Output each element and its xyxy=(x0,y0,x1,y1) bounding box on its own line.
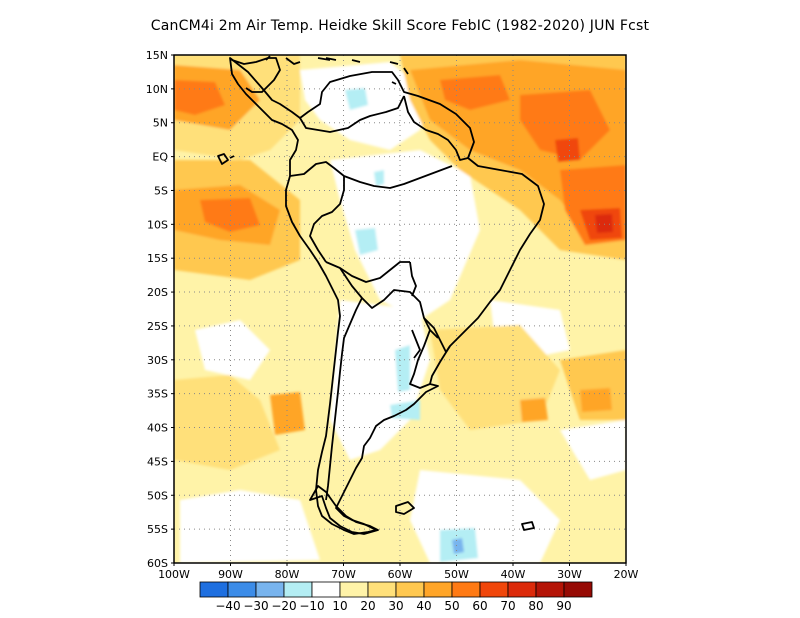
lat-tick-label: 10N xyxy=(146,83,168,96)
lat-tick-label: 5S xyxy=(154,184,168,197)
colorbar-swatch xyxy=(451,581,481,598)
colorbar-label: 40 xyxy=(416,599,431,613)
graticule xyxy=(174,55,626,563)
colorbar: −40 −30 −20 −10 10 20 30 40 50 60 70 80 90 xyxy=(199,581,593,613)
colorbar-label: −40 xyxy=(215,599,240,613)
colorbar-label: 10 xyxy=(332,599,347,613)
lon-tick-label: 60W xyxy=(388,568,413,581)
colorbar-label: 80 xyxy=(528,599,543,613)
lat-tick-label: 5N xyxy=(153,117,168,130)
lat-tick-label: 20S xyxy=(147,286,168,299)
lon-tick-label: 20W xyxy=(614,568,639,581)
colorbar-label: 30 xyxy=(388,599,403,613)
lat-tick-label: 10S xyxy=(147,218,168,231)
colorbar-swatch xyxy=(199,581,229,598)
colorbar-label: 20 xyxy=(360,599,375,613)
colorbar-swatch xyxy=(255,581,285,598)
skill-field xyxy=(174,55,626,563)
lat-tick-label: 55S xyxy=(147,523,168,536)
colorbar-label: 60 xyxy=(472,599,487,613)
colorbar-swatch xyxy=(535,581,565,598)
lat-tick-label: 45S xyxy=(147,455,168,468)
colorbar-label: 70 xyxy=(500,599,515,613)
colorbar-swatch xyxy=(311,581,341,598)
lat-tick-label: 50S xyxy=(147,489,168,502)
lon-tick-label: 100W xyxy=(158,568,190,581)
lat-tick-label: 60S xyxy=(147,557,168,570)
lat-tick-label: 25S xyxy=(147,320,168,333)
lat-tick-label: 30S xyxy=(147,354,168,367)
colorbar-swatch xyxy=(507,581,537,598)
colorbar-swatch xyxy=(339,581,369,598)
lon-tick-label: 40W xyxy=(501,568,526,581)
lat-tick-label: 40S xyxy=(147,422,168,435)
colorbar-swatch xyxy=(423,581,453,598)
lat-tick-label: EQ xyxy=(152,151,168,164)
colorbar-label: 90 xyxy=(556,599,571,613)
coastlines xyxy=(217,55,545,535)
colorbar-swatch xyxy=(367,581,397,598)
lon-tick-label: 90W xyxy=(218,568,243,581)
colorbar-swatch xyxy=(283,581,313,598)
lon-tick-label: 30W xyxy=(557,568,582,581)
latitude-labels: 15N 10N 5N EQ 5S 10S 15S 20S 25S 30S 35S 40S 45S 50S 5… xyxy=(146,49,174,570)
colorbar-swatch xyxy=(479,581,509,598)
colorbar-label: −10 xyxy=(299,599,324,613)
colorbar-label: −20 xyxy=(271,599,296,613)
colorbar-label: 50 xyxy=(444,599,459,613)
colorbar-label: −30 xyxy=(243,599,268,613)
colorbar-swatch xyxy=(395,581,425,598)
colorbar-swatch xyxy=(563,581,593,598)
map-title: CanCM4i 2m Air Temp. Heidke Skill Score … xyxy=(150,18,650,34)
lat-tick-label: 15S xyxy=(147,252,168,265)
lon-tick-label: 50W xyxy=(444,568,469,581)
colorbar-swatch xyxy=(227,581,257,598)
lat-tick-label: 15N xyxy=(146,49,168,62)
longitude-labels: 100W 90W 80W 70W 60W 50W 40W 30W 20W xyxy=(158,563,639,581)
lat-tick-label: 35S xyxy=(147,388,168,401)
lon-tick-label: 80W xyxy=(275,568,300,581)
lon-tick-label: 70W xyxy=(331,568,356,581)
